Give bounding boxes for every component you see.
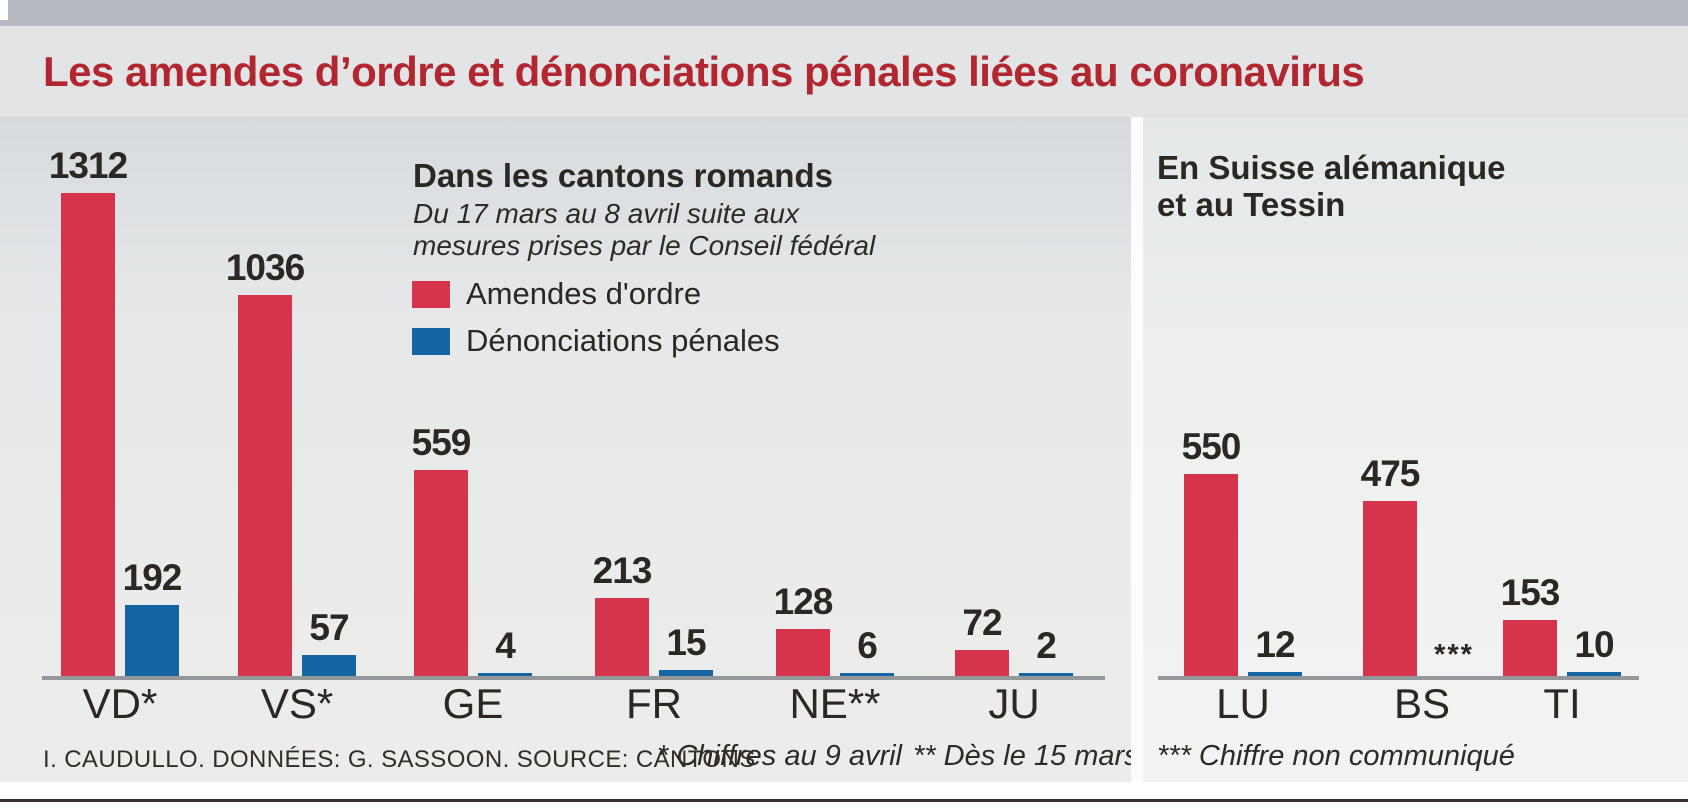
bar-amendes <box>776 629 830 676</box>
value-label-denonciations: 57 <box>309 607 349 648</box>
value-label-denonciations: 6 <box>857 625 878 666</box>
legend-swatch-amendes <box>412 280 450 308</box>
panel-cantons-romands: Dans les cantons romands Du 17 mars au 8… <box>0 117 1139 782</box>
bar-amendes <box>955 650 1009 676</box>
category-label: VD* <box>82 680 158 727</box>
legend-item-denonciations: Dénonciations pénales <box>412 323 780 359</box>
category-label: VS* <box>260 680 334 727</box>
bar-denonciations <box>659 670 713 676</box>
left-panel-subtitle-line1: Du 17 mars au 8 avril suite aux <box>413 198 799 229</box>
value-label-amendes: 1312 <box>48 145 128 186</box>
legend-item-amendes: Amendes d'ordre <box>412 276 701 312</box>
right-panel-heading-line1: En Suisse alémanique <box>1157 149 1506 186</box>
bar-amendes <box>414 470 468 676</box>
value-label-denonciations: 192 <box>122 557 183 598</box>
category-label: JU <box>988 680 1040 727</box>
bottom-rule <box>0 799 1688 802</box>
value-label-denonciations: 4 <box>495 625 516 666</box>
value-label-amendes: 128 <box>773 581 834 622</box>
value-label-denonciations: 12 <box>1255 624 1295 665</box>
category-label: GE <box>442 680 504 727</box>
title-band: Les amendes d’ordre et dénonciations pén… <box>0 26 1688 117</box>
value-label-amendes: 475 <box>1360 453 1421 494</box>
page-title: Les amendes d’ordre et dénonciations pén… <box>43 47 1365 95</box>
category-label: NE** <box>789 680 881 727</box>
panel-divider <box>1131 117 1143 782</box>
x-axis-right <box>1158 676 1639 680</box>
value-label-denonciations: 15 <box>666 622 706 663</box>
right-panel-heading-line2: et au Tessin <box>1157 186 1346 223</box>
left-panel-heading: Dans les cantons romands <box>413 157 833 194</box>
bar-denonciations <box>1567 672 1621 676</box>
left-panel-subtitle-line2: mesures prises par le Conseil fédéral <box>413 230 876 261</box>
bar-denonciations <box>125 605 179 676</box>
bar-amendes <box>1503 620 1557 676</box>
value-label-amendes: 1036 <box>225 247 305 288</box>
value-label-amendes: 559 <box>411 422 472 463</box>
value-label-amendes: 72 <box>962 602 1002 643</box>
top-gray-band <box>0 0 1688 26</box>
value-label-denonciations: 2 <box>1036 625 1057 666</box>
bar-denonciations <box>840 673 894 676</box>
panel-suisse-alemanique: En Suisse alémanique et au Tessin 550 12 L… <box>1143 117 1688 782</box>
footnote-1: * Chiffres au 9 avril <box>657 740 902 772</box>
value-label-denonciations: 10 <box>1574 624 1614 665</box>
bar-amendes <box>595 598 649 676</box>
chart-suisse-alemanique: 550 12 LU 475 *** BS 153 10 TI <box>1143 117 1688 782</box>
chart-cantons-romands: 1312 192 VD* 1036 57 VS* 559 4 GE 213 15 FR 128 6 NE**… <box>0 117 1131 782</box>
value-label-amendes: 153 <box>1500 572 1561 613</box>
bar-denonciations <box>478 673 532 676</box>
bar-amendes <box>238 295 292 676</box>
corner-notch <box>0 0 8 20</box>
credits-text: I. CAUDULLO. DONNÉES: G. SASSOON. SOURCE… <box>43 746 756 773</box>
bar-amendes <box>61 193 115 676</box>
category-label: TI <box>1543 680 1581 727</box>
value-label-amendes: 550 <box>1181 426 1242 467</box>
bar-denonciations <box>302 655 356 676</box>
category-label: BS <box>1393 680 1451 727</box>
category-label: FR <box>626 680 682 727</box>
footnote-2: ** Dès le 15 mars <box>913 740 1139 772</box>
legend-swatch-denonciations <box>412 327 450 355</box>
legend-label-denonciations: Dénonciations pénales <box>466 323 780 358</box>
footnote-3: *** Chiffre non communiqué <box>1157 740 1515 772</box>
bar-denonciations <box>1019 673 1073 676</box>
category-label: LU <box>1216 680 1270 727</box>
bar-amendes <box>1363 501 1417 676</box>
value-label-amendes: 213 <box>592 550 653 591</box>
x-axis-left <box>42 676 1105 680</box>
legend-label-amendes: Amendes d'ordre <box>466 276 702 311</box>
bar-denonciations <box>1248 672 1302 676</box>
missing-value-marker: *** <box>1434 639 1474 671</box>
bar-amendes <box>1184 474 1238 676</box>
